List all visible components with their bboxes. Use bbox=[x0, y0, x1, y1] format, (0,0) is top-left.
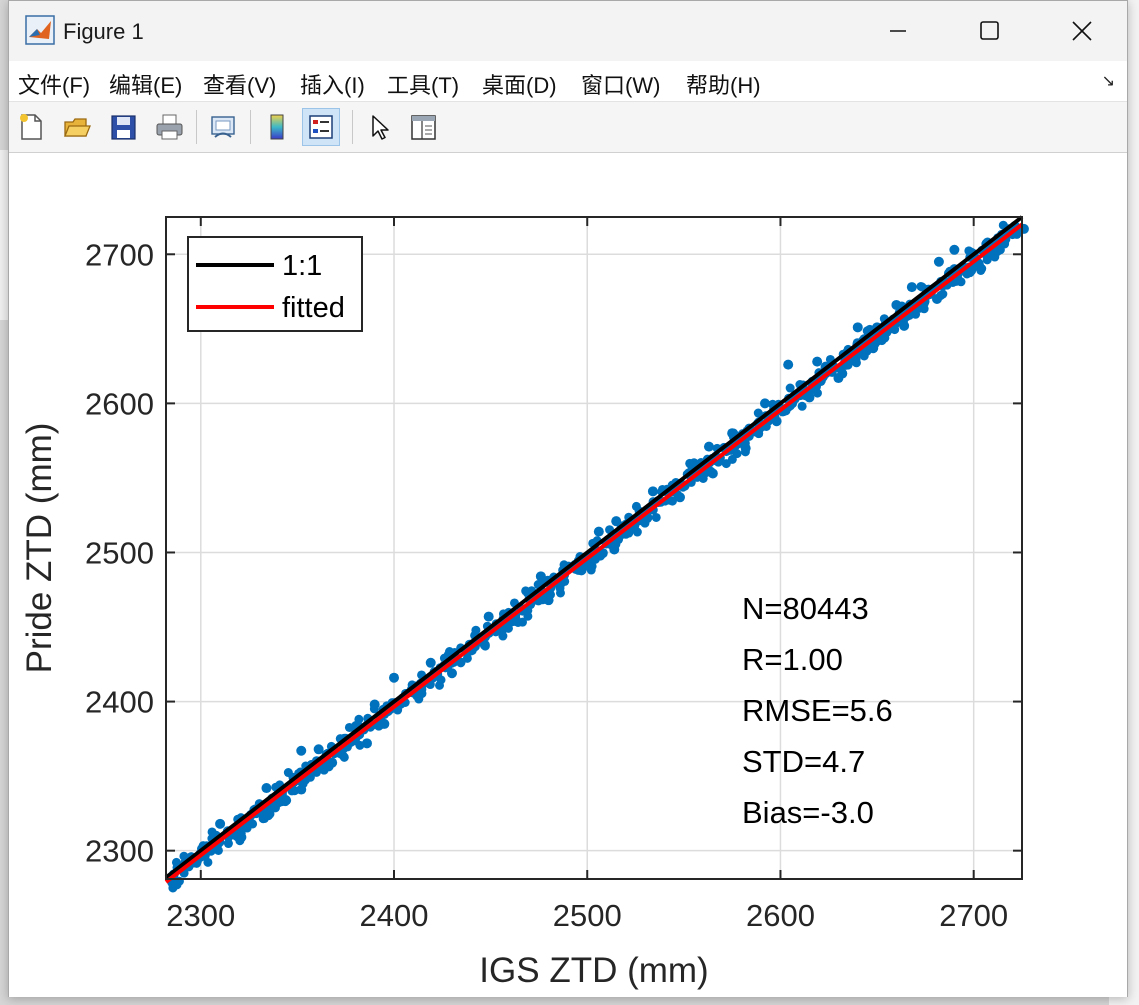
scatter-point bbox=[261, 783, 271, 793]
legend-icon bbox=[306, 112, 336, 142]
stat-annotation: Bias=-3.0 bbox=[742, 795, 874, 830]
scatter-point bbox=[594, 527, 604, 537]
y-axis-title: Pride ZTD (mm) bbox=[20, 423, 59, 674]
scatter-point bbox=[722, 459, 731, 468]
x-tick-label: 2700 bbox=[939, 898, 1008, 933]
window-title: Figure 1 bbox=[63, 19, 144, 45]
print-icon bbox=[154, 112, 184, 142]
title-bar[interactable]: Figure 1 bbox=[9, 1, 1127, 61]
legend-button[interactable] bbox=[302, 108, 340, 146]
menu-view[interactable]: 查看(V) bbox=[203, 68, 276, 100]
scatter-point bbox=[426, 658, 436, 668]
dock-arrow-icon[interactable]: ↘ bbox=[1102, 71, 1115, 91]
scatter-point bbox=[259, 814, 268, 823]
scatter-point bbox=[668, 497, 677, 506]
save-icon bbox=[108, 112, 138, 142]
scatter-point bbox=[920, 304, 929, 313]
statistics-annotation: N=80443 R=1.00 RMSE=5.6 STD=4.7 Bias=-3.0 bbox=[742, 591, 893, 830]
scatter-point bbox=[936, 291, 945, 300]
toolbar-separator bbox=[352, 110, 353, 144]
figure-canvas: 2300 2400 2500 2600 2700 2300 2400 2500 2600 2700… bbox=[9, 153, 1127, 997]
y-tick-label: 2300 bbox=[85, 834, 154, 869]
scatter-point bbox=[340, 753, 349, 762]
new-figure-icon bbox=[16, 112, 46, 142]
scatter-point bbox=[798, 402, 807, 411]
print-button[interactable] bbox=[150, 108, 188, 146]
y-tick-label: 2700 bbox=[85, 237, 154, 272]
maximize-icon bbox=[979, 20, 1001, 42]
scatter-point bbox=[277, 797, 286, 806]
scatter-point bbox=[996, 245, 1005, 254]
close-icon bbox=[1071, 20, 1093, 42]
scatter-point bbox=[484, 612, 494, 622]
toolbar-separator bbox=[196, 110, 197, 144]
matlab-logo-icon bbox=[25, 15, 55, 45]
scatter-point bbox=[741, 447, 750, 456]
scatter-point bbox=[633, 528, 642, 537]
scatter-point bbox=[224, 839, 233, 848]
figure-window: Figure 1 文件(F) 编辑(E) 查看(V) 插入(I) 工具(T) 桌… bbox=[8, 0, 1128, 997]
scatter-point bbox=[907, 282, 917, 292]
menu-bar: 文件(F) 编辑(E) 查看(V) 插入(I) 工具(T) 桌面(D) 窗口(W… bbox=[9, 61, 1127, 102]
scatter-point bbox=[783, 360, 793, 370]
stat-annotation: R=1.00 bbox=[742, 642, 843, 677]
scatter-point bbox=[389, 673, 399, 683]
y-tick-label: 2500 bbox=[85, 535, 154, 570]
stat-annotation: N=80443 bbox=[742, 591, 869, 626]
scatter-point bbox=[435, 681, 444, 690]
scatter-point bbox=[957, 277, 966, 286]
maximize-button[interactable] bbox=[944, 1, 1036, 61]
stat-annotation: RMSE=5.6 bbox=[742, 693, 893, 728]
colorbar-icon bbox=[262, 112, 292, 142]
menu-edit[interactable]: 编辑(E) bbox=[109, 68, 182, 100]
scatter-point bbox=[296, 746, 306, 756]
save-button[interactable] bbox=[104, 108, 142, 146]
menu-insert[interactable]: 插入(I) bbox=[300, 68, 365, 100]
legend[interactable]: 1:1 fitted bbox=[188, 237, 362, 331]
edit-plot-button[interactable] bbox=[360, 108, 398, 146]
menu-help[interactable]: 帮助(H) bbox=[686, 68, 761, 100]
x-tick-label: 2600 bbox=[746, 898, 815, 933]
menu-file[interactable]: 文件(F) bbox=[18, 68, 90, 100]
property-inspector-button[interactable] bbox=[404, 108, 442, 146]
minimize-button[interactable] bbox=[852, 1, 944, 61]
open-file-icon bbox=[62, 112, 92, 142]
close-button[interactable] bbox=[1036, 1, 1128, 61]
legend-label: 1:1 bbox=[282, 250, 322, 282]
new-figure-button[interactable] bbox=[12, 108, 50, 146]
menu-desktop[interactable]: 桌面(D) bbox=[482, 68, 557, 100]
x-axis-title: IGS ZTD (mm) bbox=[479, 951, 708, 990]
property-inspector-icon bbox=[408, 112, 438, 142]
pointer-icon bbox=[364, 112, 394, 142]
scatter-point bbox=[704, 442, 714, 452]
open-file-button[interactable] bbox=[58, 108, 96, 146]
stat-annotation: STD=4.7 bbox=[742, 744, 865, 779]
link-plot-button[interactable] bbox=[204, 108, 242, 146]
y-tick-label: 2400 bbox=[85, 685, 154, 720]
x-tick-label: 2300 bbox=[166, 898, 235, 933]
scatter-plot[interactable]: 2300 2400 2500 2600 2700 2300 2400 2500 2600 2700… bbox=[9, 153, 1127, 997]
scatter-point bbox=[685, 459, 694, 468]
menu-tools[interactable]: 工具(T) bbox=[387, 68, 459, 100]
y-tick-label: 2600 bbox=[85, 386, 154, 421]
figure-toolbar bbox=[9, 102, 1127, 153]
scatter-point bbox=[949, 245, 959, 255]
scatter-point bbox=[215, 819, 225, 829]
scatter-point bbox=[812, 357, 822, 367]
legend-label: fitted bbox=[282, 292, 345, 324]
x-tick-label: 2400 bbox=[360, 898, 429, 933]
scatter-point bbox=[556, 588, 565, 597]
scatter-point bbox=[853, 322, 863, 332]
link-plot-icon bbox=[208, 112, 238, 142]
x-tick-label: 2500 bbox=[553, 898, 622, 933]
minimize-icon bbox=[888, 21, 908, 41]
scatter-point bbox=[632, 502, 641, 511]
menu-window[interactable]: 窗口(W) bbox=[581, 68, 660, 100]
colorbar-button[interactable] bbox=[258, 108, 296, 146]
scatter-point bbox=[648, 486, 658, 496]
scatter-point bbox=[584, 562, 593, 571]
scatter-point bbox=[173, 880, 182, 889]
toolbar-separator bbox=[250, 110, 251, 144]
scatter-point bbox=[934, 257, 944, 267]
